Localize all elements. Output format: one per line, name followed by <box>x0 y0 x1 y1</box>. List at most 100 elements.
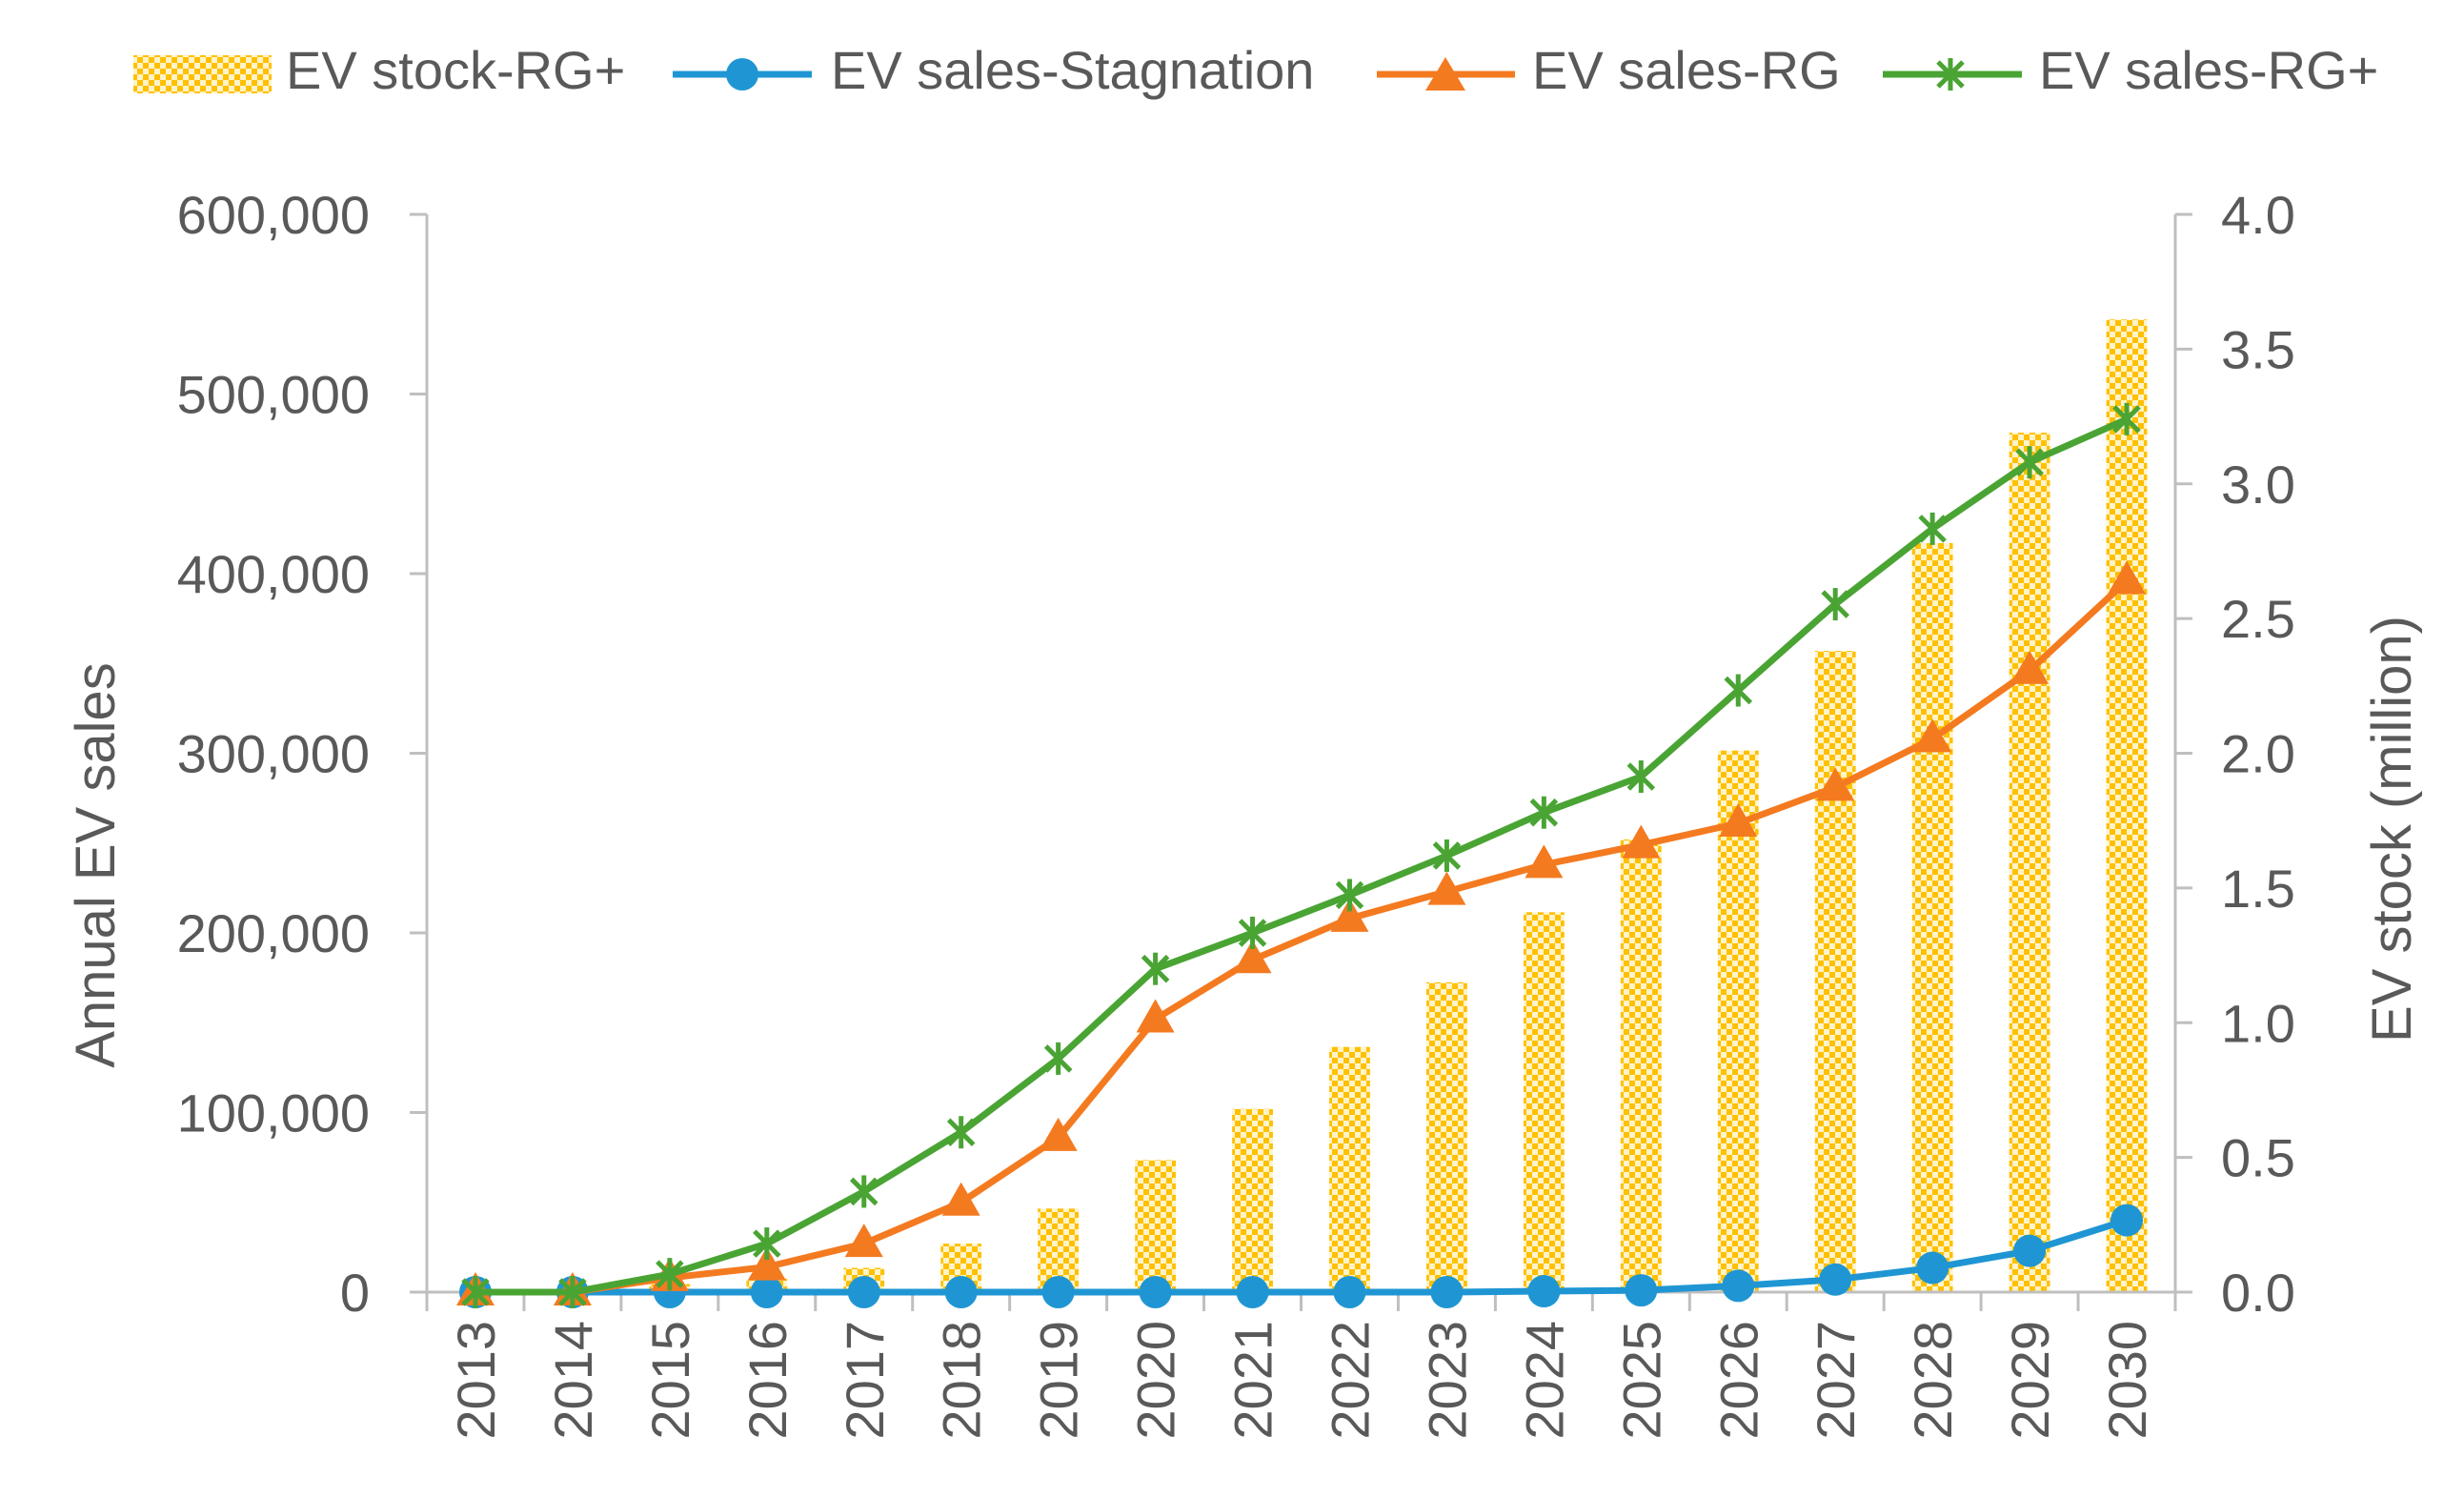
y-left-tick-label: 600,000 <box>177 185 370 245</box>
point-rgplus-2023 <box>1432 839 1462 872</box>
y-right-axis-title: EV stock (million) <box>2361 616 2423 1042</box>
y-left-tick-label: 500,000 <box>177 365 370 425</box>
legend: EV stock-RG+ EV sales-Stagnation EV sale… <box>133 40 2378 100</box>
point-rgplus-2029 <box>2015 446 2044 479</box>
x-category-label: 2019 <box>1029 1321 1089 1440</box>
y-right-tick-label: 4.0 <box>2221 185 2295 245</box>
point-stagnation-2029 <box>2013 1234 2047 1267</box>
bar-stock-2029 <box>2009 433 2050 1293</box>
x-category-label: 2027 <box>1806 1321 1866 1440</box>
point-stagnation-2026 <box>1722 1269 1755 1303</box>
point-rgplus-2024 <box>1529 796 1559 829</box>
point-rgplus-2018 <box>946 1116 976 1149</box>
y-left-tick-label: 0 <box>340 1263 370 1323</box>
bar-stock-2022 <box>1329 1046 1370 1292</box>
legend-marker-rgplus <box>1936 58 1965 91</box>
legend-item-rg: EV sales-RG <box>1377 40 1841 100</box>
point-rg-2030 <box>2108 560 2147 595</box>
y-right-tick-label: 1.5 <box>2221 859 2295 919</box>
point-rg-2029 <box>2010 650 2050 684</box>
y-right-tick-label: 3.5 <box>2221 319 2295 379</box>
point-stagnation-2024 <box>1527 1275 1561 1308</box>
point-rgplus-2021 <box>1238 917 1267 949</box>
x-category-label: 2021 <box>1223 1321 1283 1440</box>
y-right-tick-label: 3.0 <box>2221 455 2295 515</box>
point-stagnation-2023 <box>1430 1276 1464 1308</box>
y-right-tick-label: 0.5 <box>2221 1128 2295 1188</box>
y-left-axis-title: Annual EV sales <box>65 662 127 1068</box>
point-rgplus-2017 <box>849 1175 879 1208</box>
x-category-label: 2020 <box>1126 1321 1186 1440</box>
point-rgplus-2016 <box>753 1227 781 1261</box>
point-stagnation-2022 <box>1333 1276 1366 1308</box>
point-rgplus-2019 <box>1043 1042 1073 1075</box>
point-rg-2025 <box>1622 824 1661 859</box>
legend-label-rg: EV sales-RG <box>1532 40 1841 100</box>
x-category-label: 2023 <box>1417 1321 1477 1440</box>
legend-swatch-stock <box>133 55 272 93</box>
point-stagnation-2027 <box>1819 1263 1852 1296</box>
point-stagnation-2019 <box>1041 1276 1075 1308</box>
legend-label-stagnation: EV sales-Stagnation <box>831 40 1314 100</box>
point-rgplus-2027 <box>1821 588 1849 621</box>
series-line-rg <box>475 577 2130 1296</box>
point-rg-2027 <box>1816 767 1855 801</box>
x-category-label: 2018 <box>932 1321 992 1440</box>
x-category-label: 2028 <box>1903 1321 1963 1440</box>
y-left-tick-label: 400,000 <box>177 544 370 604</box>
point-rg-2020 <box>1136 999 1175 1033</box>
y-right-tick-label: 0.0 <box>2221 1263 2295 1323</box>
x-category-label: 2015 <box>640 1321 700 1440</box>
point-stagnation-2021 <box>1236 1276 1269 1308</box>
point-rg-2016 <box>747 1246 786 1281</box>
y-left-tick-label: 100,000 <box>177 1083 370 1143</box>
y-right-tick-label: 1.0 <box>2221 993 2295 1053</box>
lines-layer <box>455 402 2147 1308</box>
point-rg-2024 <box>1525 844 1564 879</box>
point-rgplus-2030 <box>2112 402 2141 435</box>
bars-layer <box>454 319 2148 1293</box>
y-right-tick-label: 2.5 <box>2221 589 2295 649</box>
x-category-label: 2013 <box>446 1321 506 1440</box>
point-rg-2021 <box>1233 940 1272 974</box>
point-rgplus-2014 <box>558 1276 587 1308</box>
y-left-tick-label: 300,000 <box>177 724 370 784</box>
point-rgplus-2020 <box>1141 952 1170 985</box>
point-rg-2017 <box>844 1224 883 1258</box>
point-rgplus-2015 <box>656 1258 684 1291</box>
point-stagnation-2020 <box>1139 1276 1172 1308</box>
point-rg-2028 <box>1913 718 1952 753</box>
point-rg-2026 <box>1719 803 1758 838</box>
x-category-label: 2024 <box>1514 1321 1574 1440</box>
bar-stock-2021 <box>1232 1108 1273 1292</box>
legend-label-rgplus: EV sales-RG+ <box>2039 40 2378 100</box>
x-category-label: 2026 <box>1708 1321 1768 1440</box>
bar-stock-2026 <box>1717 750 1759 1292</box>
bar-stock-2027 <box>1814 651 1856 1292</box>
point-rgplus-2013 <box>461 1276 490 1308</box>
point-rgplus-2026 <box>1724 674 1753 707</box>
bar-stock-2020 <box>1135 1160 1176 1292</box>
point-rgplus-2022 <box>1335 879 1364 912</box>
point-rg-2022 <box>1330 898 1369 932</box>
point-stagnation-2030 <box>2111 1204 2144 1237</box>
ticks-layer: 0 100,000 200,000 300,000 400,000 500,000 600,… <box>177 185 2295 1440</box>
legend-item-stock: EV stock-RG+ <box>133 40 625 100</box>
x-category-label: 2025 <box>1611 1321 1671 1440</box>
x-category-label: 2030 <box>2097 1321 2157 1440</box>
point-rgplus-2025 <box>1626 760 1656 794</box>
point-stagnation-2016 <box>750 1276 783 1308</box>
point-stagnation-2018 <box>944 1276 978 1308</box>
bar-stock-2025 <box>1620 839 1662 1292</box>
point-rgplus-2028 <box>1918 512 1947 545</box>
x-category-label: 2016 <box>737 1321 798 1440</box>
y-right-tick-label: 2.0 <box>2221 724 2295 784</box>
bar-stock-2023 <box>1426 981 1467 1292</box>
bar-stock-2028 <box>1911 542 1953 1292</box>
legend-item-rgplus: EV sales-RG+ <box>1883 40 2378 100</box>
y-left-tick-label: 200,000 <box>177 903 370 963</box>
point-rg-2018 <box>941 1182 980 1216</box>
bar-stock-2024 <box>1523 912 1565 1292</box>
